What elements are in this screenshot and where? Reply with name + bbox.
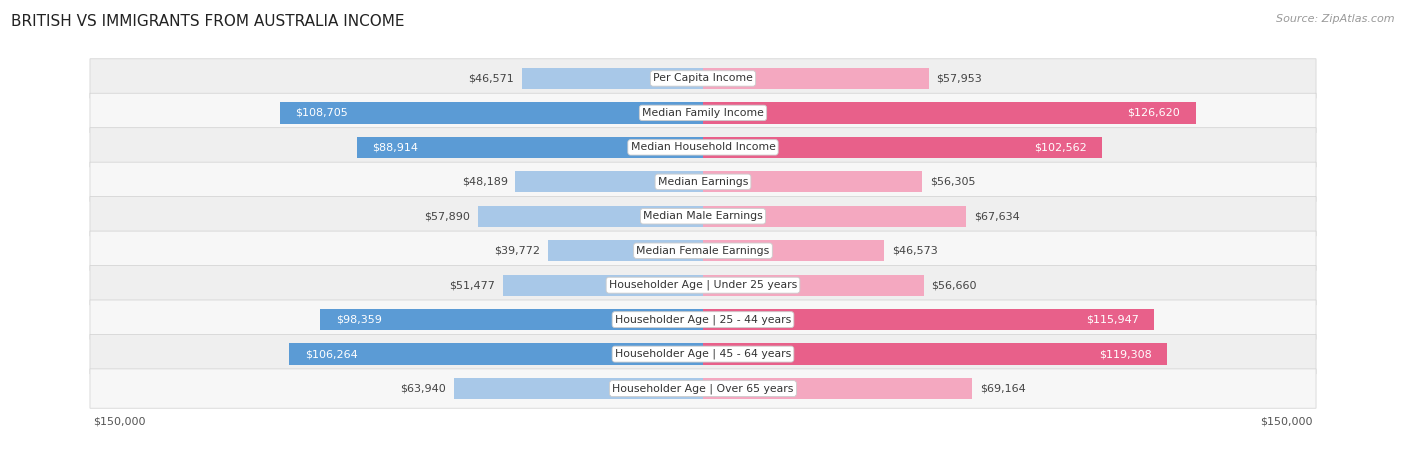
Text: BRITISH VS IMMIGRANTS FROM AUSTRALIA INCOME: BRITISH VS IMMIGRANTS FROM AUSTRALIA INC… <box>11 14 405 29</box>
Bar <box>522 68 703 89</box>
Text: Median Family Income: Median Family Income <box>643 108 763 118</box>
Bar <box>454 378 703 399</box>
Bar <box>290 343 703 365</box>
FancyBboxPatch shape <box>90 334 1316 374</box>
Text: Median Female Earnings: Median Female Earnings <box>637 246 769 256</box>
Bar <box>703 171 922 192</box>
Text: $106,264: $106,264 <box>305 349 357 359</box>
Text: $46,573: $46,573 <box>891 246 938 256</box>
Text: $98,359: $98,359 <box>336 315 381 325</box>
Bar <box>357 137 703 158</box>
FancyBboxPatch shape <box>90 59 1316 98</box>
Text: Householder Age | 45 - 64 years: Householder Age | 45 - 64 years <box>614 349 792 359</box>
Text: $126,620: $126,620 <box>1128 108 1180 118</box>
Bar <box>703 343 1167 365</box>
FancyBboxPatch shape <box>90 127 1316 167</box>
Text: $102,562: $102,562 <box>1033 142 1087 152</box>
Bar <box>703 275 924 296</box>
Text: $51,477: $51,477 <box>449 280 495 290</box>
Text: $56,660: $56,660 <box>931 280 977 290</box>
Text: $69,164: $69,164 <box>980 383 1026 394</box>
Bar <box>280 102 703 124</box>
Bar <box>548 240 703 262</box>
Bar <box>516 171 703 192</box>
Bar <box>703 137 1102 158</box>
FancyBboxPatch shape <box>90 197 1316 236</box>
Text: $46,571: $46,571 <box>468 73 515 84</box>
Text: $57,890: $57,890 <box>425 211 470 221</box>
Text: Source: ZipAtlas.com: Source: ZipAtlas.com <box>1277 14 1395 24</box>
Bar <box>703 378 972 399</box>
FancyBboxPatch shape <box>90 300 1316 340</box>
Text: $115,947: $115,947 <box>1085 315 1139 325</box>
Text: $119,308: $119,308 <box>1099 349 1152 359</box>
Bar <box>703 205 966 227</box>
Bar <box>703 309 1154 330</box>
FancyBboxPatch shape <box>90 93 1316 133</box>
Text: Per Capita Income: Per Capita Income <box>652 73 754 84</box>
Text: Median Household Income: Median Household Income <box>630 142 776 152</box>
Text: Median Male Earnings: Median Male Earnings <box>643 211 763 221</box>
Bar <box>478 205 703 227</box>
Bar <box>703 102 1197 124</box>
FancyBboxPatch shape <box>90 162 1316 201</box>
Text: Householder Age | Under 25 years: Householder Age | Under 25 years <box>609 280 797 290</box>
FancyBboxPatch shape <box>90 369 1316 408</box>
Text: $108,705: $108,705 <box>295 108 349 118</box>
Text: $39,772: $39,772 <box>495 246 540 256</box>
Text: Householder Age | Over 65 years: Householder Age | Over 65 years <box>612 383 794 394</box>
FancyBboxPatch shape <box>90 266 1316 305</box>
Bar <box>321 309 703 330</box>
Text: $57,953: $57,953 <box>936 73 983 84</box>
Text: $63,940: $63,940 <box>401 383 446 394</box>
Text: $48,189: $48,189 <box>461 177 508 187</box>
Text: Median Earnings: Median Earnings <box>658 177 748 187</box>
Bar <box>703 240 884 262</box>
Bar <box>502 275 703 296</box>
Text: $88,914: $88,914 <box>373 142 419 152</box>
Text: $67,634: $67,634 <box>974 211 1019 221</box>
Text: Householder Age | 25 - 44 years: Householder Age | 25 - 44 years <box>614 314 792 325</box>
FancyBboxPatch shape <box>90 231 1316 270</box>
Bar <box>703 68 928 89</box>
Text: $56,305: $56,305 <box>929 177 976 187</box>
